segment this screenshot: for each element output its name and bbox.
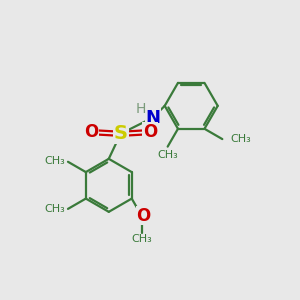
Text: CH₃: CH₃ <box>132 234 152 244</box>
Text: CH₃: CH₃ <box>44 156 65 166</box>
Text: O: O <box>84 123 98 141</box>
Text: O: O <box>136 206 151 224</box>
Text: CH₃: CH₃ <box>231 134 251 144</box>
Text: S: S <box>114 124 128 143</box>
Text: N: N <box>146 109 160 127</box>
Text: O: O <box>143 123 157 141</box>
Text: CH₃: CH₃ <box>157 150 178 160</box>
Text: H: H <box>135 102 146 116</box>
Text: CH₃: CH₃ <box>44 204 65 214</box>
